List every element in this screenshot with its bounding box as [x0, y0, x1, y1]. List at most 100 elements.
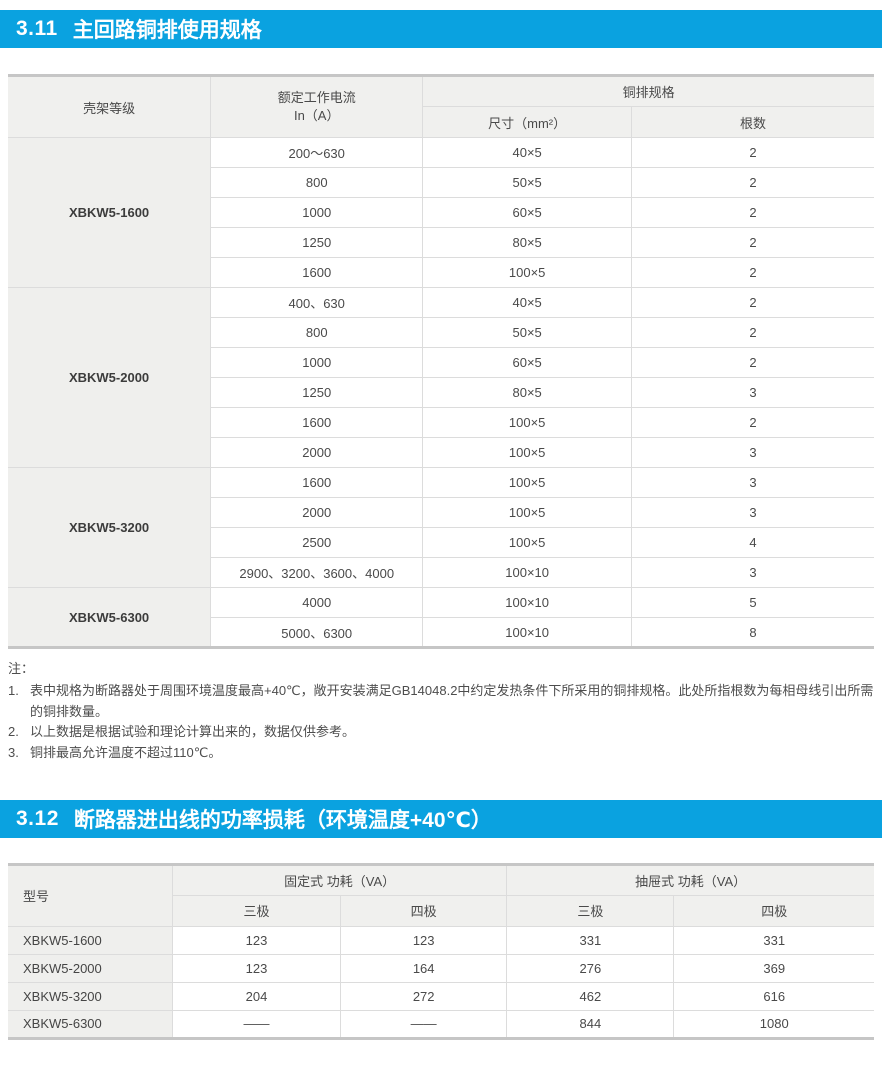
- cell-size: 100×10: [422, 557, 632, 588]
- note-text: 以上数据是根据试验和理论计算出来的，数据仅供参考。: [30, 724, 356, 740]
- col-header-fixed-4pole: 四极: [340, 894, 508, 927]
- table-row: 2000 100×5 3: [8, 437, 874, 468]
- cell-size: 80×5: [422, 377, 632, 408]
- col-header-frame: 壳架等级: [8, 75, 212, 138]
- cell-current: 800: [210, 317, 424, 348]
- table-row: 2000 100×5 3: [8, 497, 874, 528]
- col-header-current: 额定工作电流 In（A）: [210, 75, 424, 138]
- notes-label: 注：: [8, 661, 35, 676]
- frame-label: XBKW5-1600: [8, 137, 212, 288]
- note-item-3: 3. 铜排最高允许温度不超过110℃。: [8, 743, 874, 764]
- power-loss-table: 型号 固定式 功耗（VA） 抽屉式 功耗（VA） 三极 四极 三极 四极 XBK…: [8, 862, 874, 1040]
- table-row: XBKW5-1600 123 123 331 331: [8, 925, 874, 955]
- cell-count: 4: [631, 527, 874, 558]
- table-row: 5000、6300 100×10 8: [8, 617, 874, 648]
- table1-header-row-2: 尺寸（mm²） 根数: [8, 106, 874, 138]
- cell-count: 2: [631, 407, 874, 438]
- cell-count: 3: [631, 557, 874, 588]
- table-row: 1250 80×5 2: [8, 227, 874, 258]
- table-row: 800 50×5 2: [8, 167, 874, 198]
- cell-count: 2: [631, 317, 874, 348]
- table-row: XBKW5-2000 123 164 276 369: [8, 953, 874, 983]
- cell-value: 369: [673, 953, 874, 983]
- col-header-count: 根数: [631, 106, 874, 138]
- table-row: XBKW5-3200 1600 100×5 3: [8, 467, 874, 588]
- table-row: XBKW5-6300 —— —— 844 1080: [8, 1009, 874, 1039]
- cell-value: 123: [340, 925, 508, 955]
- cell-value: 276: [506, 953, 675, 983]
- section-title: 主回路铜排使用规格: [72, 19, 262, 42]
- cell-current: 2000: [210, 497, 424, 528]
- notes-block: 注： 1. 表中规格为断路器处于周围环境温度最高+40℃，敞开安装满足GB140…: [8, 659, 874, 764]
- section-3-12-banner: 3.12 断路器进出线的功率损耗（环境温度+40℃）: [0, 799, 882, 838]
- cell-current: 1000: [210, 347, 424, 378]
- cell-value: 616: [673, 981, 874, 1011]
- table2-header-row-2: 三极 四极 三极 四极: [8, 894, 874, 927]
- note-text: 表中规格为断路器处于周围环境温度最高+40℃，敞开安装满足GB14048.2中约…: [30, 682, 874, 719]
- cell-size: 100×10: [422, 587, 632, 618]
- cell-current: 5000、6300: [210, 617, 424, 648]
- cell-size: 100×5: [422, 407, 632, 438]
- cell-current: 200～630: [210, 137, 424, 168]
- table-row: 1000 60×5 2: [8, 347, 874, 378]
- cell-value: 331: [506, 925, 675, 955]
- cell-current: 1600: [210, 467, 424, 498]
- table2-header-row-1: 型号 固定式 功耗（VA） 抽屉式 功耗（VA）: [8, 863, 874, 927]
- table-row: XBKW5-2000 400、630 40×5 2: [8, 287, 874, 468]
- cell-value: 164: [340, 953, 508, 983]
- cell-size: 50×5: [422, 317, 632, 348]
- cell-count: 5: [631, 587, 874, 618]
- col-header-fixed-3pole: 三极: [172, 894, 342, 927]
- note-item-2: 2. 以上数据是根据试验和理论计算出来的，数据仅供参考。: [8, 722, 874, 743]
- table-row: XBKW5-1600 200～630 40×5 2: [8, 137, 874, 288]
- cell-size: 60×5: [422, 347, 632, 378]
- cell-size: 80×5: [422, 227, 632, 258]
- note-number: 1.: [8, 682, 19, 698]
- section-number: 3.12: [16, 806, 59, 830]
- cell-current: 2500: [210, 527, 424, 558]
- section-number: 3.11: [16, 17, 58, 40]
- section-title: 断路器进出线的功率损耗（环境温度+40℃）: [73, 808, 492, 832]
- cell-current: 1000: [210, 197, 424, 228]
- cell-value: 331: [673, 925, 874, 955]
- cell-current: 1600: [210, 257, 424, 288]
- busbar-spec-table: 壳架等级 额定工作电流 In（A） 铜排规格 尺寸（mm²） 根数 XBKW5-…: [8, 74, 874, 649]
- cell-current: 2900、3200、3600、4000: [210, 557, 424, 588]
- col-header-drawer: 抽屉式 功耗（VA）: [506, 863, 874, 896]
- table-row: XBKW5-3200 204 272 462 616: [8, 981, 874, 1011]
- frame-label: XBKW5-6300: [8, 587, 212, 648]
- col-header-model: 型号: [8, 863, 174, 927]
- cell-count: 2: [631, 257, 874, 288]
- note-number: 2.: [8, 724, 19, 740]
- cell-count: 8: [631, 617, 874, 648]
- col-header-fixed: 固定式 功耗（VA）: [172, 863, 508, 896]
- col-header-current-line2: In（A）: [293, 108, 340, 123]
- cell-size: 100×5: [422, 257, 632, 288]
- frame-label: XBKW5-3200: [8, 467, 212, 588]
- col-header-drawer-4pole: 四极: [673, 894, 874, 927]
- cell-value: 1080: [673, 1009, 874, 1039]
- table-row: XBKW5-6300 4000 100×10 5: [8, 587, 874, 648]
- cell-current: 400、630: [210, 287, 424, 318]
- cell-count: 3: [631, 437, 874, 468]
- cell-count: 3: [631, 497, 874, 528]
- cell-value: 123: [172, 953, 342, 983]
- cell-current: 800: [210, 167, 424, 198]
- cell-current: 1250: [210, 377, 424, 408]
- table-row: 1250 80×5 3: [8, 377, 874, 408]
- note-text: 铜排最高允许温度不超过110℃。: [30, 745, 222, 761]
- cell-model: XBKW5-1600: [8, 925, 174, 955]
- cell-count: 3: [631, 377, 874, 408]
- note-item-1: 1. 表中规格为断路器处于周围环境温度最高+40℃，敞开安装满足GB14048.…: [8, 681, 874, 723]
- cell-count: 2: [631, 137, 874, 168]
- cell-count: 2: [631, 167, 874, 198]
- cell-current: 1250: [210, 227, 424, 258]
- frame-label: XBKW5-2000: [8, 287, 212, 468]
- cell-size: 50×5: [422, 167, 632, 198]
- cell-size: 60×5: [422, 197, 632, 228]
- cell-value: 272: [340, 981, 508, 1011]
- col-header-current-line1: 额定工作电流: [277, 90, 356, 106]
- col-header-busbar-spec: 铜排规格: [422, 75, 874, 107]
- cell-size: 100×5: [422, 527, 632, 558]
- section-3-11-banner: 3.11 主回路铜排使用规格: [0, 10, 882, 48]
